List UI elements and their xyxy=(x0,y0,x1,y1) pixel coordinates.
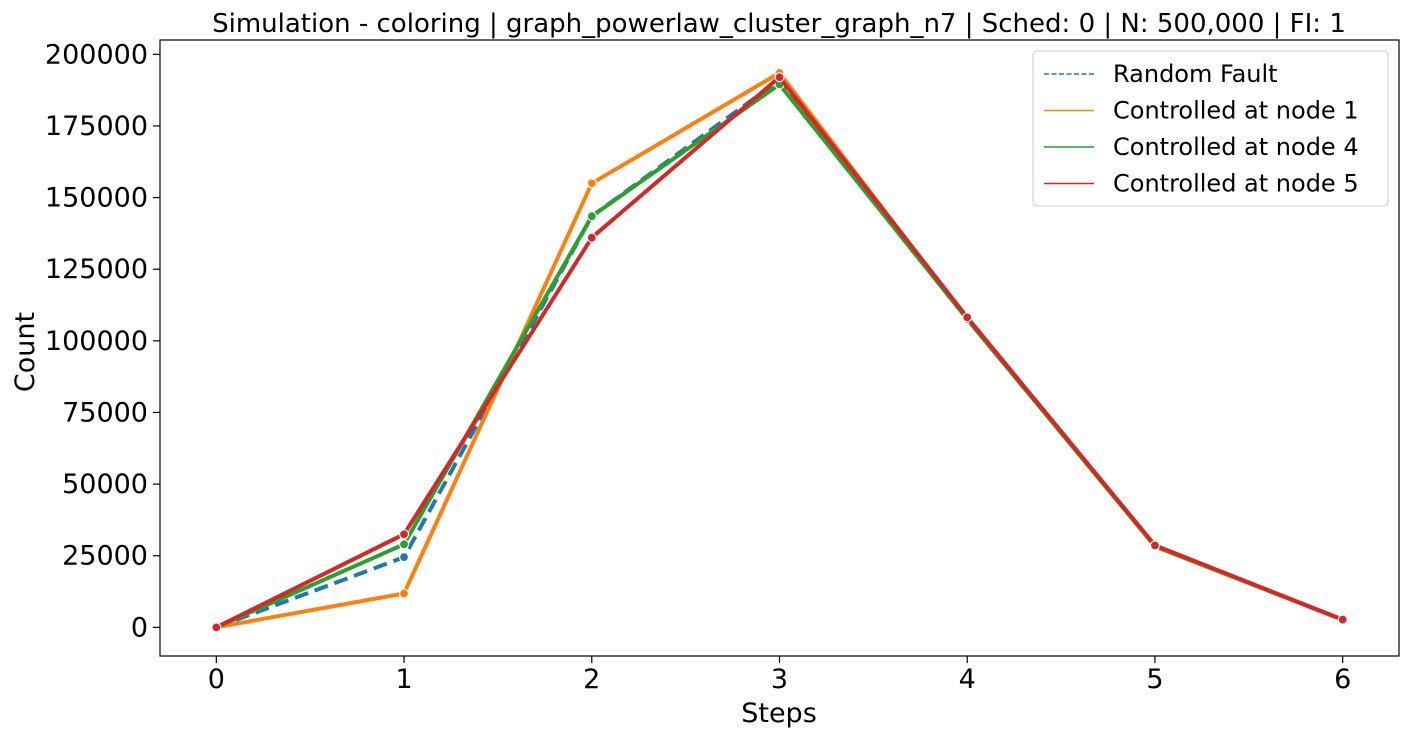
data-point xyxy=(398,529,410,540)
y-tick-label: 50000 xyxy=(62,469,148,500)
y-tick-label: 100000 xyxy=(45,326,148,357)
y-tick-label: 175000 xyxy=(45,111,148,142)
data-point xyxy=(586,232,597,243)
x-axis-label: Steps xyxy=(741,698,817,729)
data-point xyxy=(1149,540,1161,551)
x-tick-label: 2 xyxy=(583,664,600,695)
x-tick-label: 3 xyxy=(771,664,788,695)
data-point xyxy=(1337,614,1348,625)
x-tick-label: 0 xyxy=(208,664,225,695)
y-tick-label: 75000 xyxy=(62,397,148,428)
x-tick-label: 5 xyxy=(1146,664,1163,695)
legend: Random Fault Controlled at node 1 Controll… xyxy=(1032,50,1389,207)
data-point xyxy=(398,552,410,563)
x-tick-label: 4 xyxy=(959,664,976,695)
data-point xyxy=(586,178,597,189)
y-tick-label: 150000 xyxy=(45,183,148,214)
y-tick-label: 125000 xyxy=(45,254,148,285)
data-point xyxy=(211,622,222,633)
legend-label: Controlled at node 1 xyxy=(1113,97,1359,125)
legend-label: Controlled at node 4 xyxy=(1113,133,1359,161)
chart-title: Simulation - coloring | graph_powerlaw_c… xyxy=(212,9,1346,39)
legend-label: Controlled at node 5 xyxy=(1113,170,1359,198)
y-axis-label: Count xyxy=(10,312,41,392)
y-axis: 0 25000 50000 75000 100000 125000 150000 175000… xyxy=(45,39,160,643)
series-lines xyxy=(211,67,1348,633)
legend-frame xyxy=(1032,50,1389,207)
data-point xyxy=(962,312,973,323)
y-tick-label: 200000 xyxy=(45,39,148,70)
data-point xyxy=(586,211,597,222)
y-tick-label: 0 xyxy=(131,612,148,643)
data-point xyxy=(774,72,785,83)
data-point xyxy=(398,588,410,599)
x-axis: 0 1 2 3 4 5 6 xyxy=(208,656,1351,695)
y-tick-label: 25000 xyxy=(62,541,148,572)
data-point xyxy=(398,539,410,550)
x-tick-label: 6 xyxy=(1334,664,1351,695)
x-tick-label: 1 xyxy=(395,664,412,695)
legend-label: Random Fault xyxy=(1113,60,1278,88)
